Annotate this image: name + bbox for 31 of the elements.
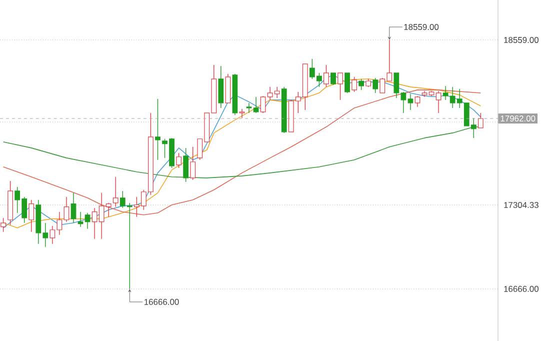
annotation: 18559.00 (404, 24, 439, 30)
candlestick (155, 98, 160, 160)
candlestick (436, 90, 442, 114)
y-tick-label: 18559.00 (504, 36, 538, 43)
candlestick (78, 212, 84, 228)
y-tick-label: 16666.00 (504, 286, 538, 292)
candlestick (358, 78, 364, 90)
candlestick (338, 72, 343, 100)
candlestick (253, 96, 259, 114)
candlestick (0, 218, 6, 232)
candlestick (84, 212, 90, 230)
candlestick (176, 152, 182, 168)
y-tick-label: 17304.33 (504, 202, 538, 208)
candlestick (324, 64, 329, 88)
candlestick (28, 200, 34, 232)
candlestick (246, 102, 252, 114)
candlestick (112, 176, 118, 208)
ref-line-label: 17962.00 (500, 115, 536, 122)
candlestick (239, 108, 245, 118)
annotation: 16666.00 (144, 298, 179, 305)
candlestick (70, 192, 76, 224)
candlestick (190, 146, 196, 180)
candlestick (330, 72, 336, 86)
candlestick (344, 72, 350, 94)
candlestick (414, 96, 420, 108)
candlestick (372, 78, 378, 94)
candlestick (478, 112, 484, 128)
candlestick (408, 94, 414, 110)
candlestick (183, 148, 189, 182)
candlestick (352, 76, 357, 92)
candlestick (64, 196, 70, 222)
